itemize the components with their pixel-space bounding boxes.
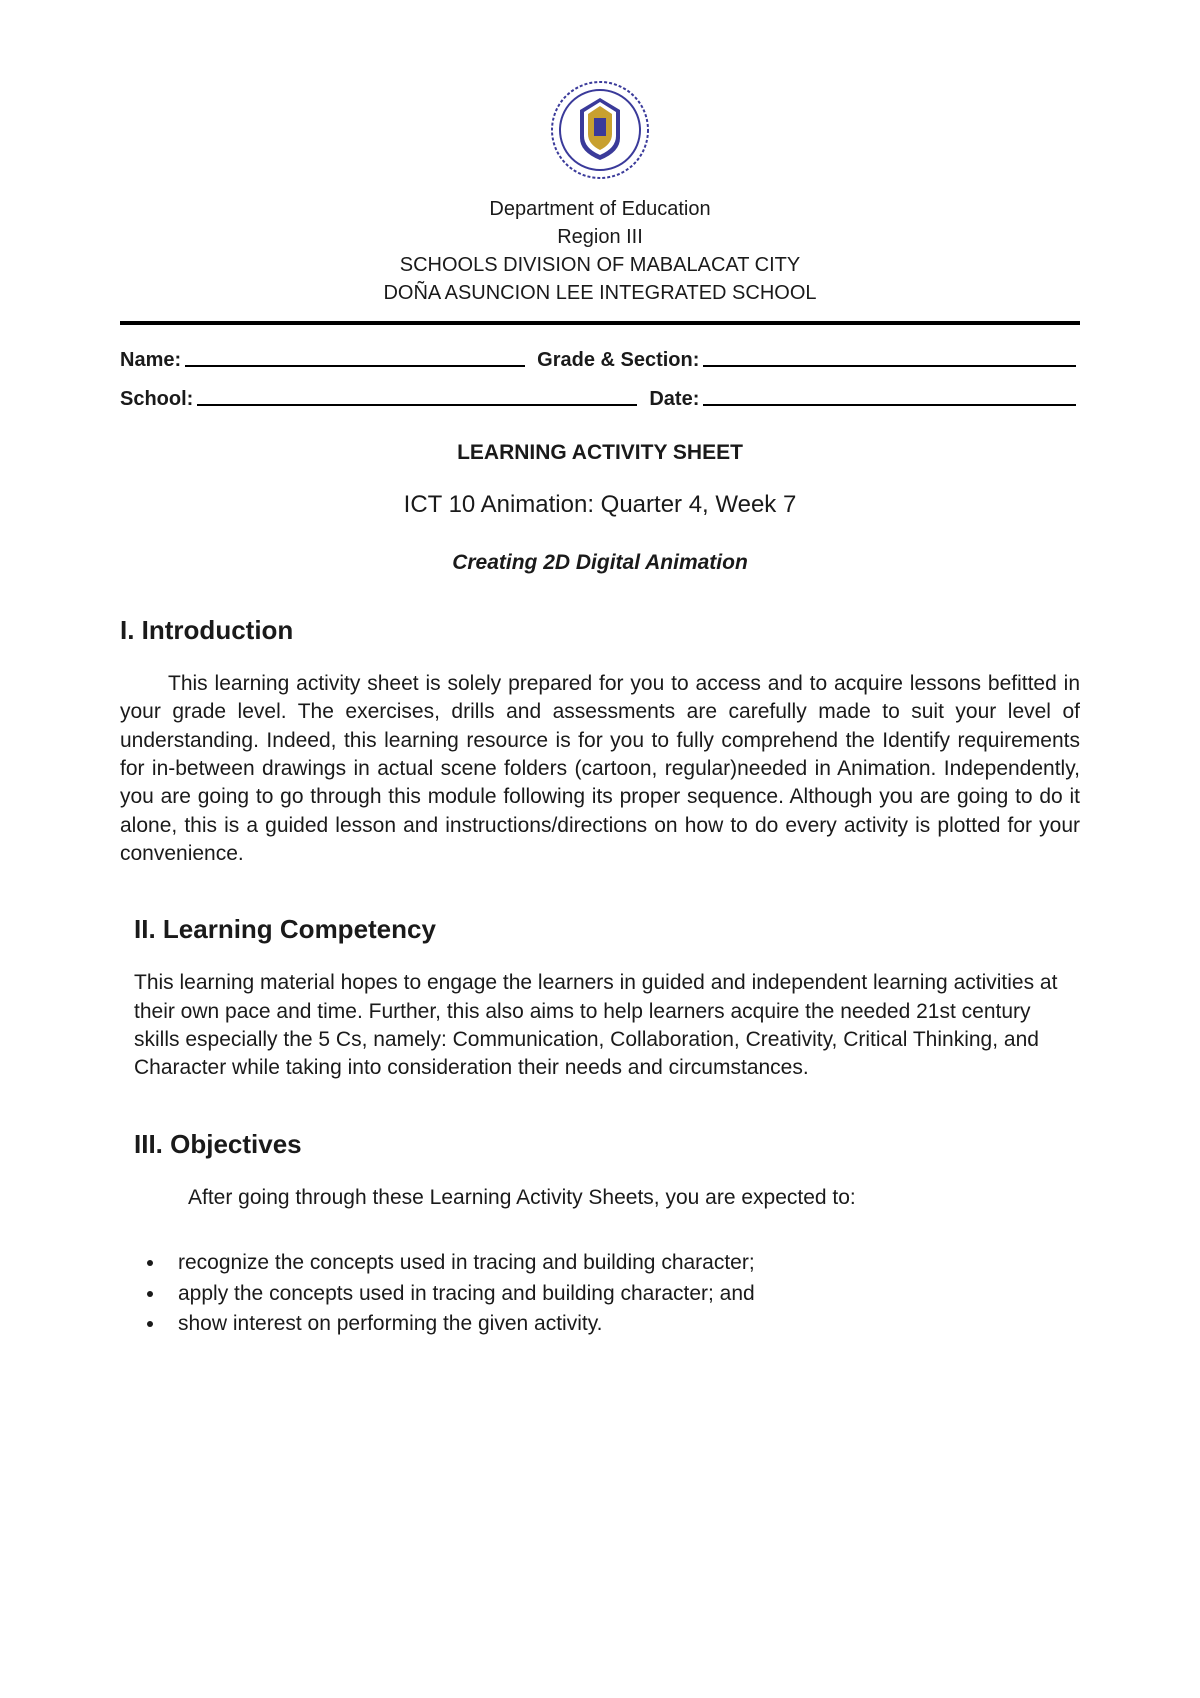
header-line-2: Region III	[120, 223, 1080, 251]
grade-section-input-line[interactable]	[703, 344, 1076, 367]
logo-container	[120, 80, 1080, 185]
subtitle: Creating 2D Digital Animation	[120, 551, 1080, 575]
objective-item: show interest on performing the given ac…	[166, 1309, 1080, 1339]
form-row-2: School: Date:	[120, 388, 1080, 411]
school-input-line[interactable]	[197, 383, 637, 406]
objectives-intro: After going through these Learning Activ…	[140, 1184, 1080, 1212]
introduction-body: This learning activity sheet is solely p…	[120, 670, 1080, 868]
grade-section-label: Grade & Section:	[537, 349, 699, 372]
form-row-1: Name: Grade & Section:	[120, 349, 1080, 372]
course-title: ICT 10 Animation: Quarter 4, Week 7	[120, 491, 1080, 519]
competency-body: This learning material hopes to engage t…	[134, 969, 1080, 1082]
deped-seal-icon	[550, 80, 650, 180]
objective-item: recognize the concepts used in tracing a…	[166, 1248, 1080, 1278]
objective-item: apply the concepts used in tracing and b…	[166, 1279, 1080, 1309]
header-line-3: SCHOOLS DIVISION OF MABALACAT CITY	[120, 251, 1080, 279]
header-line-4: DOÑA ASUNCION LEE INTEGRATED SCHOOL	[120, 279, 1080, 307]
name-input-line[interactable]	[185, 344, 525, 367]
date-label: Date:	[649, 388, 699, 411]
header-block: Department of Education Region III SCHOO…	[120, 195, 1080, 307]
header-line-1: Department of Education	[120, 195, 1080, 223]
objectives-heading: III. Objectives	[134, 1129, 1080, 1160]
school-label: School:	[120, 388, 193, 411]
competency-heading: II. Learning Competency	[134, 914, 1080, 945]
name-label: Name:	[120, 349, 181, 372]
introduction-heading: I. Introduction	[120, 615, 1080, 646]
sheet-title: LEARNING ACTIVITY SHEET	[120, 441, 1080, 465]
date-input-line[interactable]	[703, 383, 1076, 406]
header-divider	[120, 321, 1080, 325]
objectives-list: recognize the concepts used in tracing a…	[120, 1248, 1080, 1339]
